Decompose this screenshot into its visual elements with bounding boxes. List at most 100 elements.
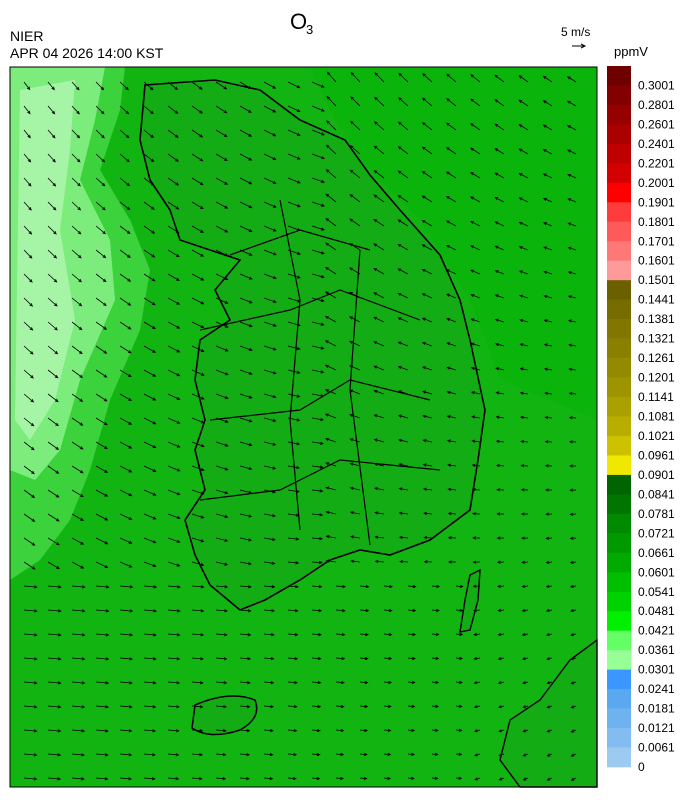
wind-arrow bbox=[566, 76, 577, 83]
map-frame bbox=[9, 66, 598, 788]
wind-arrow bbox=[521, 657, 529, 661]
wind-arrow bbox=[95, 369, 108, 378]
wind-arrow bbox=[497, 681, 505, 685]
wind-arrow bbox=[518, 270, 529, 275]
wind-arrow bbox=[373, 438, 385, 443]
wind-arrow bbox=[568, 343, 577, 347]
wind-arrow bbox=[287, 752, 298, 757]
wind-arrow bbox=[215, 225, 229, 233]
wind-arrow bbox=[431, 632, 440, 637]
wind-arrow bbox=[349, 413, 361, 419]
wind-arrow bbox=[119, 153, 130, 163]
wind-arrow bbox=[383, 584, 394, 589]
wind-arrow bbox=[349, 218, 361, 227]
wind-arrow bbox=[521, 560, 529, 564]
wind-arrow bbox=[191, 753, 204, 757]
wind-arrow bbox=[325, 169, 337, 179]
colorbar-swatch bbox=[607, 494, 631, 515]
wind-arrow bbox=[518, 246, 529, 251]
wind-arrow bbox=[215, 153, 228, 161]
wind-arrow bbox=[546, 777, 553, 781]
wind-arrow bbox=[23, 609, 38, 613]
wind-arrow bbox=[143, 81, 154, 91]
wind-arrow bbox=[119, 489, 133, 497]
wind-arrow bbox=[47, 729, 62, 733]
wind-arrow bbox=[431, 680, 440, 684]
wind-arrow bbox=[47, 777, 62, 781]
wind-arrow bbox=[191, 513, 205, 519]
wind-arrow bbox=[119, 105, 130, 115]
wind-arrow bbox=[239, 105, 252, 113]
colorbar-label: 0.0661 bbox=[638, 546, 675, 560]
wind-arrow bbox=[263, 656, 275, 661]
wind-arrow bbox=[473, 632, 481, 637]
wind-arrow bbox=[143, 753, 156, 757]
wind-arrow bbox=[324, 413, 337, 419]
wind-arrow bbox=[349, 462, 361, 467]
wind-arrow bbox=[263, 752, 274, 757]
wind-arrow bbox=[311, 728, 321, 733]
wind-arrow bbox=[119, 657, 134, 661]
wind-arrow bbox=[359, 704, 369, 709]
wind-arrow bbox=[324, 291, 337, 299]
wind-arrow bbox=[445, 171, 457, 179]
wind-arrow bbox=[215, 321, 229, 328]
wind-arrow bbox=[143, 249, 156, 258]
wind-arrow bbox=[566, 125, 577, 131]
colorbar-swatch bbox=[607, 124, 631, 145]
wind-arrow bbox=[373, 267, 385, 275]
colorbar-label: 0.0301 bbox=[638, 663, 675, 677]
wind-arrow bbox=[421, 317, 433, 323]
wind-arrow bbox=[119, 561, 133, 568]
wind-arrow bbox=[519, 391, 529, 395]
colorbar-label: 0.2801 bbox=[638, 98, 675, 112]
wind-arrow bbox=[498, 777, 505, 781]
wind-arrow bbox=[473, 656, 481, 661]
wind-arrow bbox=[494, 270, 505, 275]
colorbar-label: 0.0181 bbox=[638, 702, 675, 716]
wind-arrow bbox=[349, 365, 361, 371]
wind-arrow bbox=[495, 415, 505, 419]
wind-arrow bbox=[95, 537, 109, 545]
wind-arrow bbox=[167, 513, 181, 520]
wind-arrow bbox=[263, 489, 277, 494]
wind-arrow bbox=[567, 270, 577, 275]
wind-arrow bbox=[191, 297, 205, 305]
wind-arrow bbox=[397, 390, 409, 395]
wind-arrow bbox=[143, 513, 157, 520]
wind-arrow bbox=[71, 777, 85, 781]
wind-arrow bbox=[95, 417, 108, 426]
wind-arrow bbox=[47, 177, 57, 187]
wind-arrow bbox=[167, 225, 180, 234]
wind-arrow bbox=[167, 729, 180, 733]
wind-arrow bbox=[521, 584, 529, 588]
colorbar-swatch bbox=[607, 435, 631, 456]
wind-arrow bbox=[167, 249, 180, 258]
wind-arrow bbox=[95, 321, 108, 330]
colorbar-label: 0.2001 bbox=[638, 176, 675, 190]
wind-arrow bbox=[570, 777, 577, 781]
colorbar-swatch bbox=[607, 474, 631, 495]
wind-arrow bbox=[325, 218, 337, 227]
wind-arrow bbox=[119, 177, 131, 187]
wind-arrow bbox=[215, 609, 229, 613]
wind-arrow bbox=[23, 201, 32, 211]
wind-arrow bbox=[446, 73, 457, 83]
wind-arrow bbox=[119, 537, 133, 544]
wind-arrow bbox=[95, 777, 109, 781]
wind-arrow bbox=[494, 221, 505, 227]
wind-arrow bbox=[95, 201, 106, 211]
wind-arrow bbox=[374, 535, 385, 539]
colorbar-label: 0.1801 bbox=[638, 215, 675, 229]
wind-arrow bbox=[47, 201, 57, 211]
wind-arrow bbox=[23, 513, 36, 522]
wind-arrow bbox=[263, 609, 276, 613]
colorbar-label: 0.1261 bbox=[638, 351, 675, 365]
wind-arrow bbox=[324, 437, 337, 443]
land-outline bbox=[139, 79, 486, 611]
wind-arrow bbox=[568, 367, 577, 372]
wind-arrow bbox=[71, 345, 83, 355]
wind-reference-arrowhead bbox=[580, 43, 587, 49]
wind-arrow bbox=[545, 584, 553, 589]
wind-arrow bbox=[71, 201, 82, 211]
